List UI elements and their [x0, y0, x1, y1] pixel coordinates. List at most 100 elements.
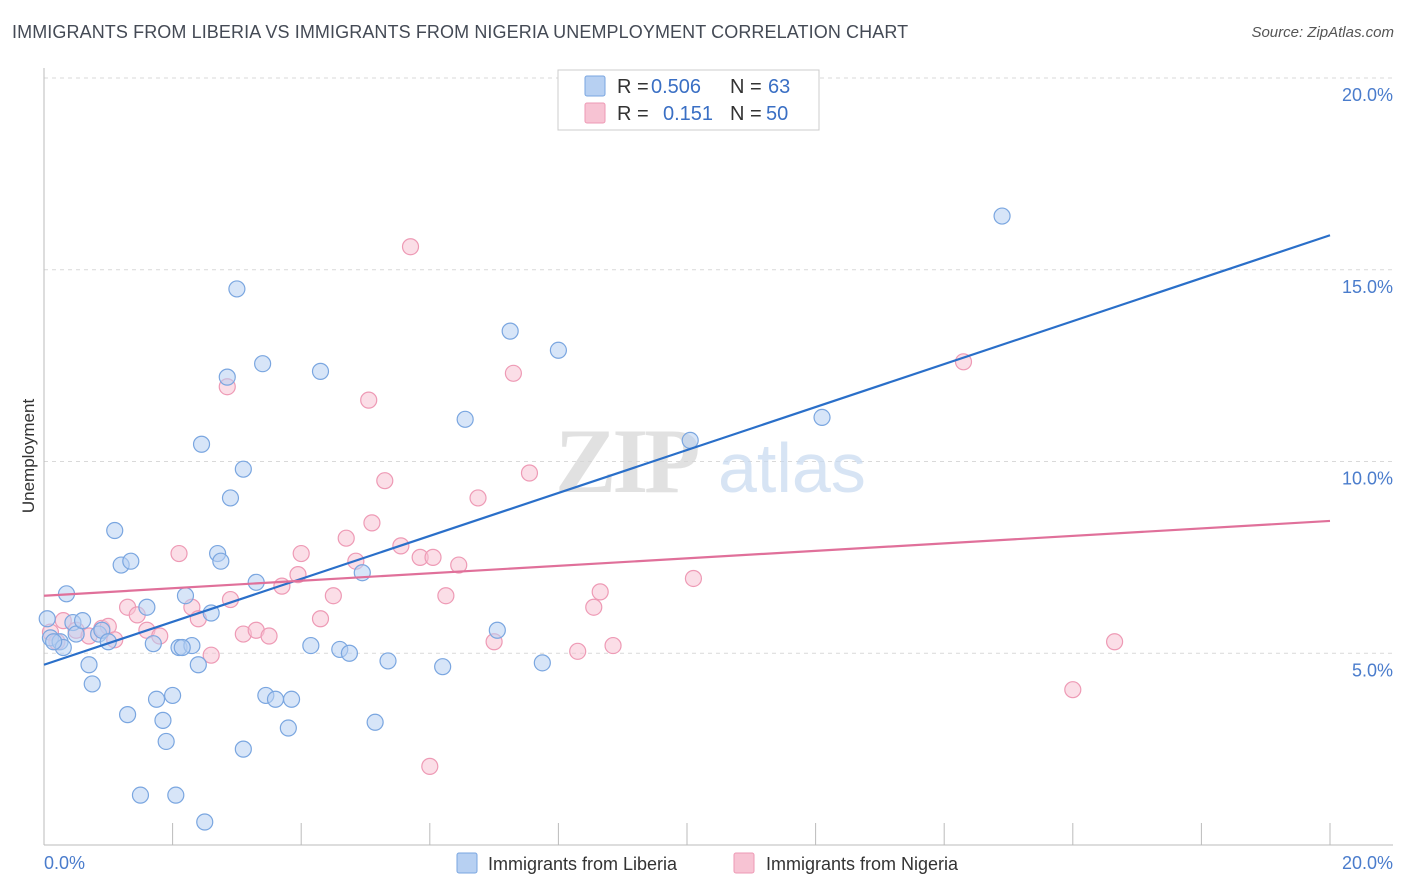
- liberia-point-27: [189, 656, 207, 674]
- legend-swatch-liberia: [584, 75, 606, 97]
- liberia-point-33: [218, 368, 236, 386]
- liberia-point-36: [234, 460, 252, 478]
- nigeria-point-20: [260, 627, 278, 645]
- liberia-point-6: [73, 612, 92, 630]
- y-tick-label-20: 20.0%: [1342, 85, 1393, 105]
- liberia-point-30: [202, 604, 220, 622]
- nigeria-point-44: [591, 583, 609, 601]
- legend-r-label-nigeria: R =: [617, 103, 649, 125]
- liberia-point-37: [234, 740, 252, 758]
- legend-swatch-nigeria: [584, 102, 606, 124]
- liberia-point-34: [221, 489, 240, 507]
- nigeria-points: [41, 238, 1124, 775]
- nigeria-point-34: [421, 757, 439, 775]
- bottom-legend-label-nigeria: Immigrants from Nigeria: [766, 854, 959, 874]
- nigeria-point-45: [604, 636, 622, 655]
- liberia-point-32: [212, 552, 230, 570]
- nigeria-point-40: [504, 364, 522, 382]
- x-tick-label-max: 20.0%: [1342, 853, 1393, 873]
- y-tick-label-5: 5.0%: [1352, 660, 1393, 680]
- liberia-point-15: [122, 552, 140, 570]
- watermark: ZIP atlas: [555, 410, 866, 512]
- nigeria-point-24: [311, 610, 330, 628]
- y-tick-label-10: 10.0%: [1342, 469, 1393, 489]
- liberia-point-21: [157, 732, 175, 751]
- liberia-point-58: [813, 408, 831, 426]
- liberia-point-61: [45, 633, 63, 651]
- liberia-point-35: [228, 280, 246, 298]
- nigeria-point-28: [360, 391, 378, 409]
- nigeria-trend-line: [43, 519, 1331, 597]
- liberia-point-60: [38, 610, 56, 628]
- liberia-point-56: [549, 341, 568, 359]
- liberia-point-62: [173, 638, 191, 657]
- liberia-point-49: [366, 713, 384, 731]
- liberia-point-29: [196, 813, 214, 831]
- legend-n-value-nigeria: 50: [766, 103, 788, 125]
- x-tick-labels: 0.0% 20.0%: [44, 853, 1393, 873]
- liberia-point-7: [80, 656, 98, 674]
- nigeria-point-48: [1064, 681, 1082, 699]
- nigeria-point-46: [684, 569, 703, 588]
- nigeria-point-36: [437, 587, 455, 605]
- liberia-point-55: [533, 654, 551, 672]
- nigeria-point-25: [324, 587, 342, 605]
- legend-r-value-nigeria: 0.151: [663, 103, 713, 125]
- legend-n-label-nigeria: N =: [730, 103, 762, 125]
- gridlines: [44, 77, 1393, 654]
- liberia-point-19: [147, 690, 166, 708]
- legend-r-value-liberia: 0.506: [651, 76, 701, 98]
- liberia-point-52: [456, 410, 474, 428]
- nigeria-point-35: [424, 548, 442, 566]
- bottom-legend-label-liberia: Immigrants from Liberia: [488, 854, 678, 874]
- liberia-point-51: [434, 658, 452, 676]
- nigeria-point-29: [363, 514, 381, 532]
- y-axis-label: Unemployment: [19, 399, 38, 514]
- liberia-point-41: [266, 690, 285, 708]
- liberia-point-45: [311, 362, 330, 380]
- x-tick-label-min: 0.0%: [44, 853, 85, 873]
- liberia-point-20: [154, 711, 172, 729]
- nigeria-point-12: [170, 544, 188, 563]
- liberia-trend-line: [43, 234, 1331, 666]
- liberia-point-43: [282, 690, 301, 708]
- nigeria-point-41: [520, 464, 539, 482]
- liberia-point-18: [144, 635, 162, 653]
- nigeria-point-30: [376, 472, 394, 490]
- liberia-point-17: [138, 598, 156, 616]
- nigeria-point-38: [469, 489, 487, 507]
- liberia-point-39: [254, 355, 272, 373]
- liberia-point-12: [106, 521, 124, 540]
- liberia-point-50: [379, 652, 397, 670]
- liberia-point-54: [501, 322, 519, 340]
- legend-n-value-liberia: 63: [768, 76, 790, 98]
- liberia-point-14: [118, 706, 137, 724]
- bottom-legend: Immigrants from Liberia Immigrants from …: [456, 852, 959, 874]
- nigeria-point-23: [292, 544, 310, 563]
- nigeria-point-49: [1105, 633, 1124, 651]
- legend-r-label-liberia: R =: [617, 76, 649, 98]
- liberia-point-16: [131, 786, 150, 804]
- liberia-point-44: [302, 636, 320, 655]
- liberia-point-25: [176, 587, 195, 605]
- legend: R = 0.506 N = 63 R = 0.151 N = 50: [557, 69, 820, 131]
- liberia-point-28: [192, 435, 211, 453]
- y-tick-labels: 5.0% 10.0% 15.0% 20.0%: [1342, 85, 1393, 680]
- liberia-point-47: [340, 644, 359, 662]
- liberia-point-22: [164, 686, 182, 705]
- liberia-point-23: [167, 786, 185, 804]
- nigeria-point-26: [337, 529, 355, 547]
- source-credit: Source: ZipAtlas.com: [1251, 24, 1394, 41]
- nigeria-point-37: [450, 556, 468, 574]
- trend-lines: [43, 234, 1331, 666]
- watermark-atlas: atlas: [718, 429, 866, 507]
- nigeria-point-15: [202, 646, 220, 664]
- axes: [43, 68, 1393, 846]
- liberia-point-42: [279, 719, 297, 737]
- liberia-point-53: [488, 621, 506, 639]
- liberia-points: [38, 207, 1011, 831]
- watermark-zip: ZIP: [555, 410, 698, 512]
- liberia-point-8: [83, 675, 101, 693]
- bottom-legend-swatch-nigeria: [733, 852, 755, 874]
